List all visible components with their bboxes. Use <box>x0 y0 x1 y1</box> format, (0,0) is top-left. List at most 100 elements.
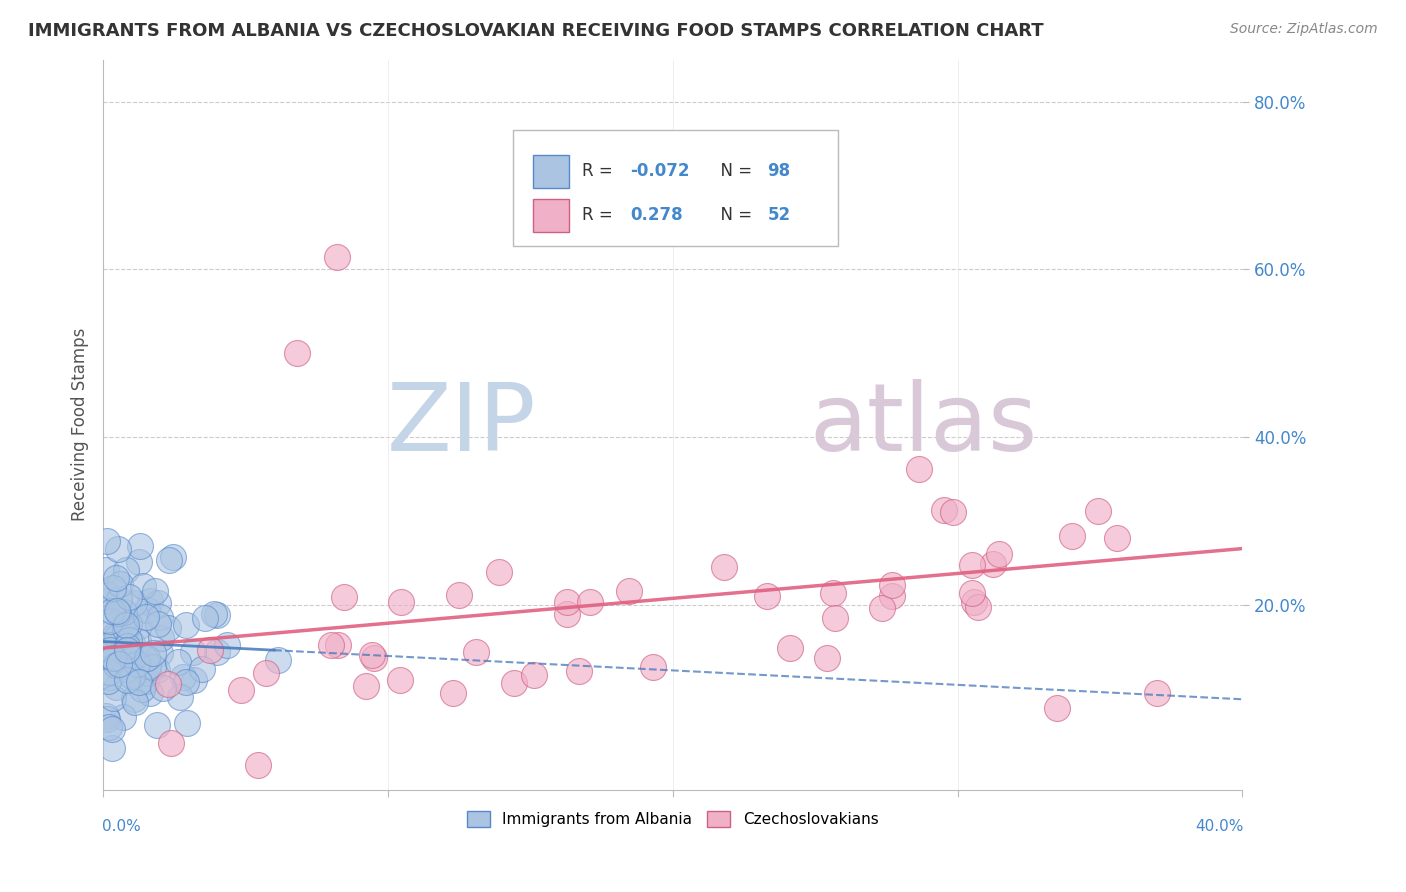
Point <box>115 563 138 577</box>
Point <box>960 558 983 572</box>
Point <box>181 645 204 659</box>
Point <box>122 596 145 610</box>
Point <box>135 651 157 665</box>
Point <box>361 648 384 663</box>
Point <box>617 583 640 598</box>
Point <box>127 633 149 648</box>
Point <box>97 674 120 689</box>
Point <box>169 690 191 704</box>
Point <box>100 626 122 640</box>
Point <box>1062 529 1084 543</box>
FancyBboxPatch shape <box>513 130 838 246</box>
Point <box>215 638 238 652</box>
Point <box>142 646 165 660</box>
Point <box>465 645 488 659</box>
Point <box>96 533 118 548</box>
Point <box>389 673 412 688</box>
Point <box>142 659 165 673</box>
Point <box>127 657 149 672</box>
Bar <box>533 155 569 188</box>
Point <box>523 668 546 682</box>
Point <box>194 610 217 624</box>
Point <box>815 651 838 665</box>
Point <box>105 630 128 644</box>
Point <box>118 633 141 648</box>
Text: -0.072: -0.072 <box>630 162 690 180</box>
Point <box>285 346 308 360</box>
Point <box>115 647 138 661</box>
Point <box>174 617 197 632</box>
Point <box>136 658 159 673</box>
Point <box>149 610 172 624</box>
Point <box>328 638 350 652</box>
Point <box>111 710 134 724</box>
Point <box>105 680 128 694</box>
Point <box>101 722 124 736</box>
Point <box>135 674 157 689</box>
Y-axis label: Receiving Food Stamps: Receiving Food Stamps <box>72 328 89 522</box>
Point <box>148 596 170 610</box>
Point <box>146 718 169 732</box>
Point <box>267 653 290 667</box>
Point <box>98 665 121 679</box>
Point <box>121 636 143 650</box>
Point <box>942 505 965 519</box>
Point <box>97 720 120 734</box>
Text: R =: R = <box>582 206 617 224</box>
Point <box>131 682 153 697</box>
Point <box>98 643 121 657</box>
Text: 0.0%: 0.0% <box>103 819 141 834</box>
Point <box>118 617 141 632</box>
Point <box>96 713 118 727</box>
Point <box>568 664 591 678</box>
Text: atlas: atlas <box>810 379 1038 471</box>
Text: 40.0%: 40.0% <box>1195 819 1243 834</box>
Point <box>115 618 138 632</box>
Point <box>1107 531 1129 545</box>
Point <box>908 462 931 476</box>
Point <box>447 588 470 602</box>
Point <box>967 600 990 615</box>
Point <box>363 651 385 665</box>
Point <box>107 606 129 620</box>
Point <box>441 685 464 699</box>
Point <box>108 577 131 591</box>
Point <box>149 646 172 660</box>
Point <box>156 676 179 690</box>
Point <box>135 610 157 624</box>
Point <box>557 595 579 609</box>
Point <box>107 657 129 671</box>
Point <box>157 553 180 567</box>
Point <box>121 652 143 666</box>
Point <box>756 589 779 603</box>
Text: 98: 98 <box>768 162 790 180</box>
Text: N =: N = <box>710 162 758 180</box>
Text: IMMIGRANTS FROM ALBANIA VS CZECHOSLOVAKIAN RECEIVING FOOD STAMPS CORRELATION CHA: IMMIGRANTS FROM ALBANIA VS CZECHOSLOVAKI… <box>28 22 1043 40</box>
Point <box>963 594 986 608</box>
Point <box>108 591 131 606</box>
Point <box>1087 503 1109 517</box>
Text: ZIP: ZIP <box>387 379 536 471</box>
Text: Source: ZipAtlas.com: Source: ZipAtlas.com <box>1230 22 1378 37</box>
Point <box>132 578 155 592</box>
Point <box>105 604 128 618</box>
Point <box>100 740 122 755</box>
Point <box>503 676 526 690</box>
Text: N =: N = <box>710 206 758 224</box>
Point <box>104 571 127 585</box>
Point <box>94 708 117 723</box>
Point <box>124 695 146 709</box>
Point <box>98 670 121 684</box>
Text: R =: R = <box>582 162 617 180</box>
Point <box>152 681 174 696</box>
Point <box>128 675 150 690</box>
Point <box>94 585 117 599</box>
Point <box>191 662 214 676</box>
Point <box>488 565 510 579</box>
Point <box>96 594 118 608</box>
Point <box>114 611 136 625</box>
Point <box>880 578 903 592</box>
Point <box>202 607 225 621</box>
Point <box>121 669 143 683</box>
Point <box>159 736 181 750</box>
